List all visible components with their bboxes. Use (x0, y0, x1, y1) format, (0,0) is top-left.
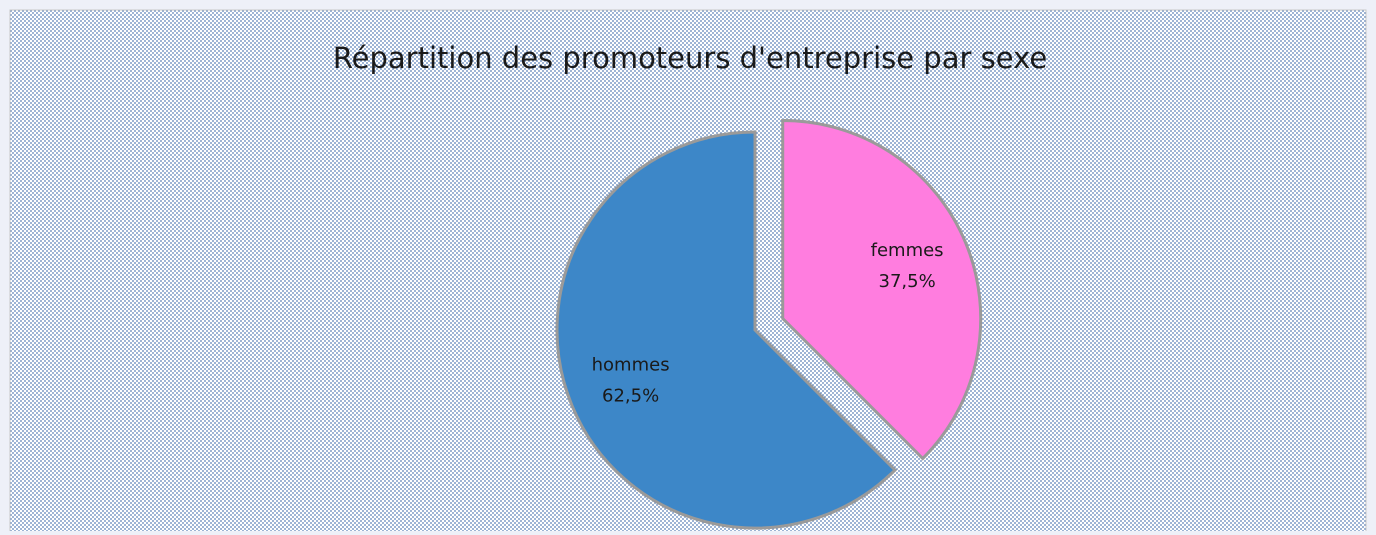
value-label: 37,5% (879, 271, 936, 292)
pie-slice (555, 130, 898, 530)
pie-slice (781, 119, 983, 461)
slice-label: femmes (871, 240, 944, 261)
slice-label: hommes (592, 355, 670, 376)
value-label: 62,5% (602, 386, 659, 407)
chart-title: Répartition des promoteurs d'entreprise … (333, 41, 1047, 75)
